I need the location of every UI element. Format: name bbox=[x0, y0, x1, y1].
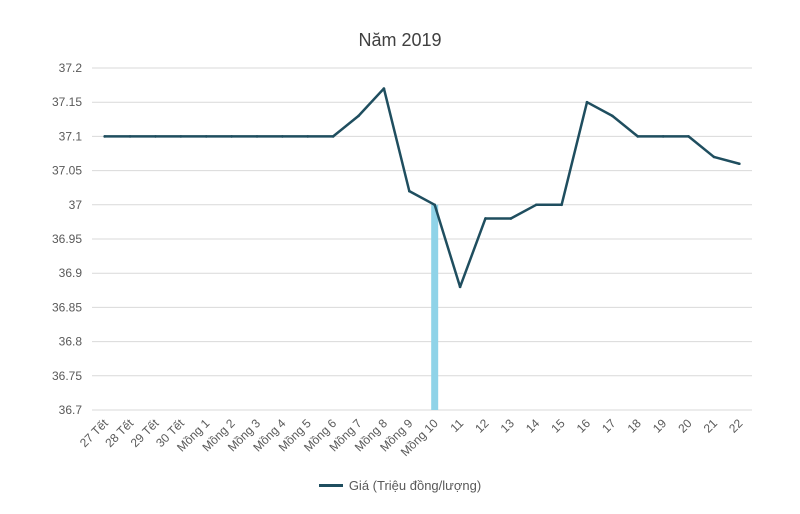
data-point bbox=[382, 87, 386, 90]
data-point bbox=[534, 203, 538, 207]
legend: Giá (Triệu đồng/lượng) bbox=[0, 478, 800, 493]
y-tick-label: 37.05 bbox=[52, 164, 82, 178]
x-tick-label: 11 bbox=[447, 416, 466, 435]
data-point bbox=[179, 135, 183, 138]
data-point bbox=[611, 114, 614, 118]
data-point bbox=[560, 203, 563, 207]
chart-title: Năm 2019 bbox=[358, 30, 442, 50]
data-point bbox=[128, 135, 132, 138]
y-tick-label: 37.15 bbox=[52, 95, 82, 109]
y-tick-label: 36.85 bbox=[52, 300, 82, 314]
y-tick-label: 36.7 bbox=[59, 403, 83, 417]
y-tick-label: 36.9 bbox=[59, 266, 83, 280]
y-tick-label: 36.95 bbox=[52, 232, 82, 246]
data-point bbox=[636, 135, 640, 138]
data-point bbox=[585, 100, 589, 104]
x-tick-label: 19 bbox=[650, 416, 670, 436]
x-tick-label: 21 bbox=[701, 416, 721, 436]
data-point bbox=[458, 285, 462, 289]
y-tick-label: 37 bbox=[69, 198, 83, 212]
data-point bbox=[281, 135, 284, 138]
data-point bbox=[712, 155, 716, 159]
data-point bbox=[661, 135, 665, 138]
y-tick-label: 37.1 bbox=[59, 129, 83, 143]
x-tick-label: 12 bbox=[472, 416, 492, 436]
x-tick-label: 22 bbox=[726, 416, 746, 436]
data-point bbox=[687, 135, 690, 138]
series-line bbox=[103, 87, 741, 289]
x-tick-label: 20 bbox=[675, 416, 695, 436]
y-tick-label: 37.2 bbox=[59, 61, 83, 75]
data-point bbox=[408, 189, 411, 193]
data-point bbox=[738, 162, 741, 166]
data-point bbox=[509, 217, 513, 220]
y-tick-label: 36.8 bbox=[59, 335, 83, 349]
data-point bbox=[433, 203, 436, 207]
highlight-bar bbox=[431, 204, 439, 410]
x-tick-label: 14 bbox=[523, 416, 543, 436]
data-point bbox=[331, 135, 335, 138]
data-point bbox=[103, 135, 106, 138]
data-point bbox=[255, 135, 259, 138]
y-tick-label: 36.75 bbox=[52, 369, 82, 383]
data-point bbox=[357, 114, 360, 118]
x-tick-label: 15 bbox=[548, 416, 568, 436]
data-point bbox=[484, 217, 487, 220]
legend-line-swatch bbox=[318, 484, 343, 487]
data-point bbox=[204, 135, 208, 138]
x-tick-label: 16 bbox=[574, 416, 594, 436]
data-point bbox=[154, 135, 157, 138]
data-point bbox=[306, 135, 310, 138]
x-tick-label: 18 bbox=[625, 416, 645, 436]
x-tick-label: 13 bbox=[498, 416, 518, 436]
data-point bbox=[230, 135, 233, 138]
x-tick-label: 17 bbox=[599, 416, 619, 436]
legend-label: Giá (Triệu đồng/lượng) bbox=[348, 478, 482, 493]
